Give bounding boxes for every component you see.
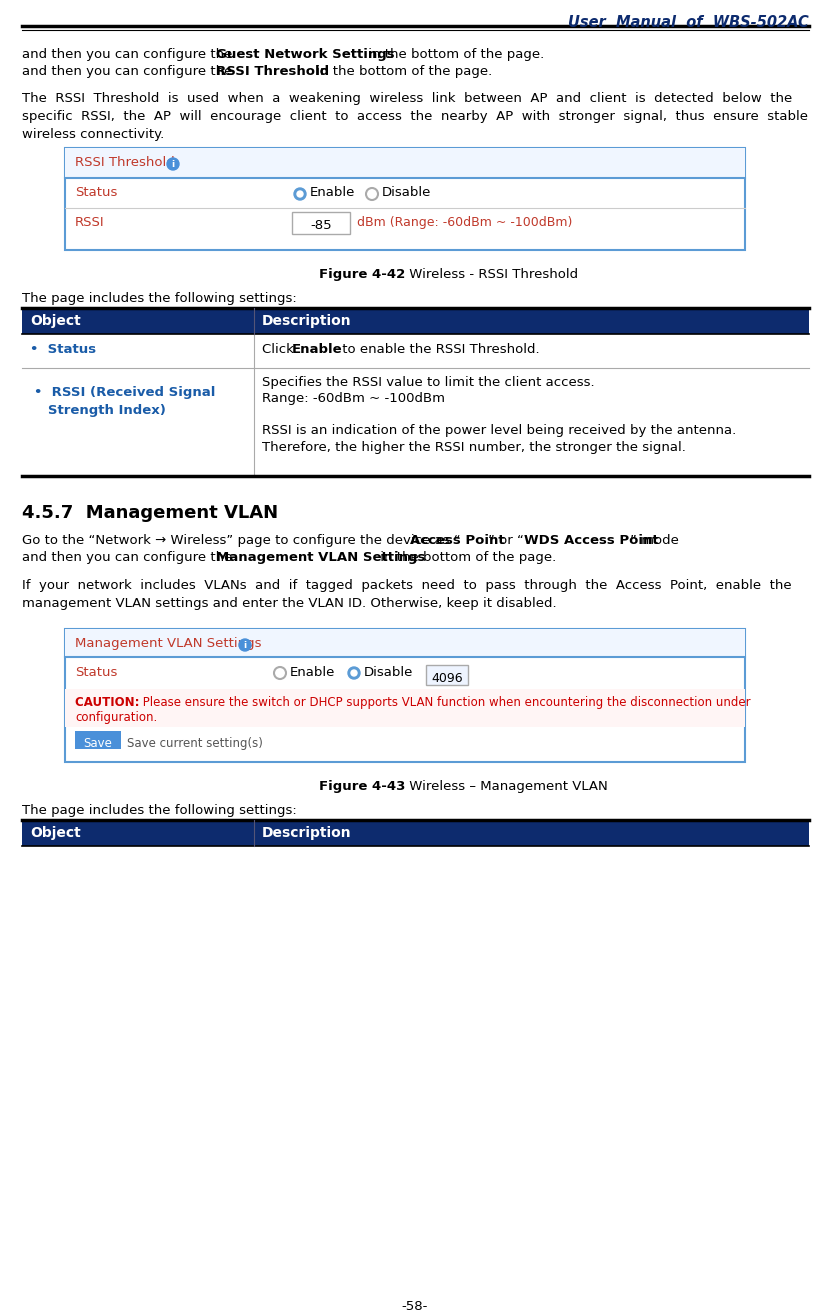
Bar xyxy=(65,689,745,727)
Circle shape xyxy=(348,667,360,679)
Text: configuration.: configuration. xyxy=(75,711,157,725)
Text: in the bottom of the page.: in the bottom of the page. xyxy=(376,551,556,564)
Text: management VLAN settings and enter the VLAN ID. Otherwise, keep it disabled.: management VLAN settings and enter the V… xyxy=(22,597,557,610)
Text: Range: -60dBm ~ -100dBm: Range: -60dBm ~ -100dBm xyxy=(262,392,445,405)
Text: Management VLAN Settings: Management VLAN Settings xyxy=(75,636,262,650)
Text: WDS Access Point: WDS Access Point xyxy=(524,534,659,547)
Text: 4096: 4096 xyxy=(431,672,463,685)
Text: Description: Description xyxy=(262,314,352,327)
Text: RSSI: RSSI xyxy=(75,216,105,229)
Text: Object: Object xyxy=(30,826,81,840)
Text: and then you can configure the: and then you can configure the xyxy=(22,551,237,564)
Text: RSSI Threshold: RSSI Threshold xyxy=(75,156,175,170)
Text: RSSI Threshold: RSSI Threshold xyxy=(216,64,329,78)
Text: specific  RSSI,  the  AP  will  encourage  client  to  access  the  nearby  AP  : specific RSSI, the AP will encourage cli… xyxy=(22,110,808,124)
Bar xyxy=(22,308,809,334)
Text: -58-: -58- xyxy=(402,1301,428,1312)
Text: dBm (Range: -60dBm ~ -100dBm): dBm (Range: -60dBm ~ -100dBm) xyxy=(357,216,573,229)
Text: -85: -85 xyxy=(310,220,332,231)
Text: •  Status: • Status xyxy=(30,343,96,356)
Text: in the bottom of the page.: in the bottom of the page. xyxy=(364,49,544,60)
Text: Disable: Disable xyxy=(382,185,431,199)
Bar xyxy=(65,149,745,250)
Circle shape xyxy=(167,158,179,170)
Text: in the bottom of the page.: in the bottom of the page. xyxy=(312,64,492,78)
Bar xyxy=(426,665,468,685)
Text: Click: Click xyxy=(262,343,298,356)
Circle shape xyxy=(297,191,303,197)
Text: Save: Save xyxy=(84,736,112,750)
Text: User  Manual  of  WBS-502AC: User Manual of WBS-502AC xyxy=(568,14,809,30)
Text: Guest Network Settings: Guest Network Settings xyxy=(216,49,395,60)
Text: Enable: Enable xyxy=(290,665,336,679)
Text: Object: Object xyxy=(30,314,81,327)
Text: Wireless – Management VLAN: Wireless – Management VLAN xyxy=(405,780,607,793)
Text: Go to the “Network → Wireless” page to configure the device as “: Go to the “Network → Wireless” page to c… xyxy=(22,534,460,547)
Text: Wireless - RSSI Threshold: Wireless - RSSI Threshold xyxy=(405,268,578,281)
Bar xyxy=(292,212,350,234)
Text: Strength Index): Strength Index) xyxy=(34,404,166,417)
Text: Specifies the RSSI value to limit the client access.: Specifies the RSSI value to limit the cl… xyxy=(262,376,595,389)
Text: Disable: Disable xyxy=(364,665,413,679)
Bar xyxy=(75,731,121,750)
Text: ” or “: ” or “ xyxy=(488,534,524,547)
Text: and then you can configure the: and then you can configure the xyxy=(22,49,237,60)
Text: Enable: Enable xyxy=(292,343,342,356)
Text: Save current setting(s): Save current setting(s) xyxy=(127,736,263,750)
Bar xyxy=(22,368,809,476)
Text: Status: Status xyxy=(75,185,117,199)
Text: wireless connectivity.: wireless connectivity. xyxy=(22,128,165,141)
Text: to enable the RSSI Threshold.: to enable the RSSI Threshold. xyxy=(338,343,539,356)
Text: Enable: Enable xyxy=(310,185,356,199)
Circle shape xyxy=(239,639,251,651)
Bar xyxy=(65,629,745,761)
Bar xyxy=(22,821,809,846)
Text: Status: Status xyxy=(75,665,117,679)
Bar xyxy=(22,334,809,368)
Text: i: i xyxy=(243,640,247,650)
Text: Figure 4-42: Figure 4-42 xyxy=(319,268,405,281)
Text: Please ensure the switch or DHCP supports VLAN function when encountering the di: Please ensure the switch or DHCP support… xyxy=(139,696,750,709)
Text: Therefore, the higher the RSSI number, the stronger the signal.: Therefore, the higher the RSSI number, t… xyxy=(262,441,686,454)
Text: The page includes the following settings:: The page includes the following settings… xyxy=(22,803,297,817)
Text: i: i xyxy=(171,159,175,168)
Text: If  your  network  includes  VLANs  and  if  tagged  packets  need  to  pass  th: If your network includes VLANs and if ta… xyxy=(22,579,792,592)
Text: Access Point: Access Point xyxy=(410,534,504,547)
Text: •  RSSI (Received Signal: • RSSI (Received Signal xyxy=(34,387,215,398)
Text: and then you can configure the: and then you can configure the xyxy=(22,64,237,78)
Text: Description: Description xyxy=(262,826,352,840)
Circle shape xyxy=(294,188,306,200)
Bar xyxy=(65,149,745,178)
Text: RSSI is an indication of the power level being received by the antenna.: RSSI is an indication of the power level… xyxy=(262,423,736,437)
Circle shape xyxy=(351,671,357,676)
Text: The page includes the following settings:: The page includes the following settings… xyxy=(22,292,297,305)
Text: The  RSSI  Threshold  is  used  when  a  weakening  wireless  link  between  AP : The RSSI Threshold is used when a weaken… xyxy=(22,92,792,105)
Text: ” mode: ” mode xyxy=(630,534,679,547)
Text: Figure 4-43: Figure 4-43 xyxy=(318,780,405,793)
Text: Management VLAN Settings: Management VLAN Settings xyxy=(216,551,425,564)
Text: CAUTION:: CAUTION: xyxy=(75,696,144,709)
Text: 4.5.7  Management VLAN: 4.5.7 Management VLAN xyxy=(22,504,278,522)
Bar xyxy=(65,629,745,658)
